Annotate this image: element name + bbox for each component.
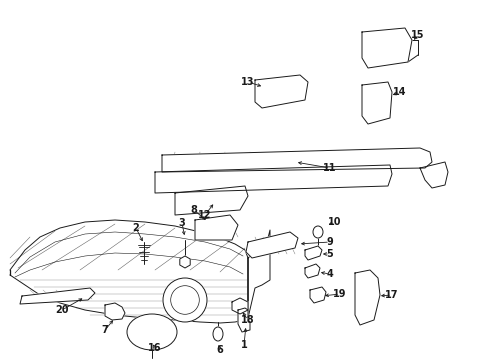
Polygon shape	[305, 264, 320, 278]
Polygon shape	[362, 82, 392, 124]
Polygon shape	[10, 220, 248, 323]
Text: 13: 13	[241, 77, 255, 87]
Polygon shape	[155, 165, 392, 193]
Text: 3: 3	[179, 218, 185, 228]
Ellipse shape	[213, 327, 223, 341]
Text: 1: 1	[241, 340, 247, 350]
Polygon shape	[420, 162, 448, 188]
Polygon shape	[105, 303, 125, 320]
Polygon shape	[162, 148, 432, 172]
Polygon shape	[355, 270, 380, 325]
Text: 16: 16	[148, 343, 162, 353]
Text: 20: 20	[55, 305, 69, 315]
Text: 10: 10	[328, 217, 342, 227]
Polygon shape	[20, 288, 95, 304]
Text: 8: 8	[191, 205, 197, 215]
Text: 6: 6	[217, 345, 223, 355]
Polygon shape	[248, 230, 270, 318]
Text: 2: 2	[133, 223, 139, 233]
Ellipse shape	[127, 314, 177, 350]
Polygon shape	[238, 308, 250, 332]
Polygon shape	[310, 287, 326, 303]
Text: 11: 11	[323, 163, 337, 173]
Ellipse shape	[313, 226, 323, 238]
Text: 4: 4	[327, 269, 333, 279]
Polygon shape	[246, 232, 298, 258]
Text: 5: 5	[327, 249, 333, 259]
Polygon shape	[305, 246, 322, 260]
Text: 19: 19	[333, 289, 347, 299]
Polygon shape	[175, 186, 248, 215]
Polygon shape	[195, 215, 238, 240]
Text: 15: 15	[411, 30, 425, 40]
Text: 18: 18	[241, 315, 255, 325]
Polygon shape	[362, 28, 412, 68]
Text: 12: 12	[198, 210, 212, 220]
Text: 17: 17	[385, 290, 399, 300]
Text: 7: 7	[101, 325, 108, 335]
Polygon shape	[232, 298, 248, 314]
Text: 9: 9	[327, 237, 333, 247]
Text: 14: 14	[393, 87, 407, 97]
Polygon shape	[255, 75, 308, 108]
Circle shape	[163, 278, 207, 322]
